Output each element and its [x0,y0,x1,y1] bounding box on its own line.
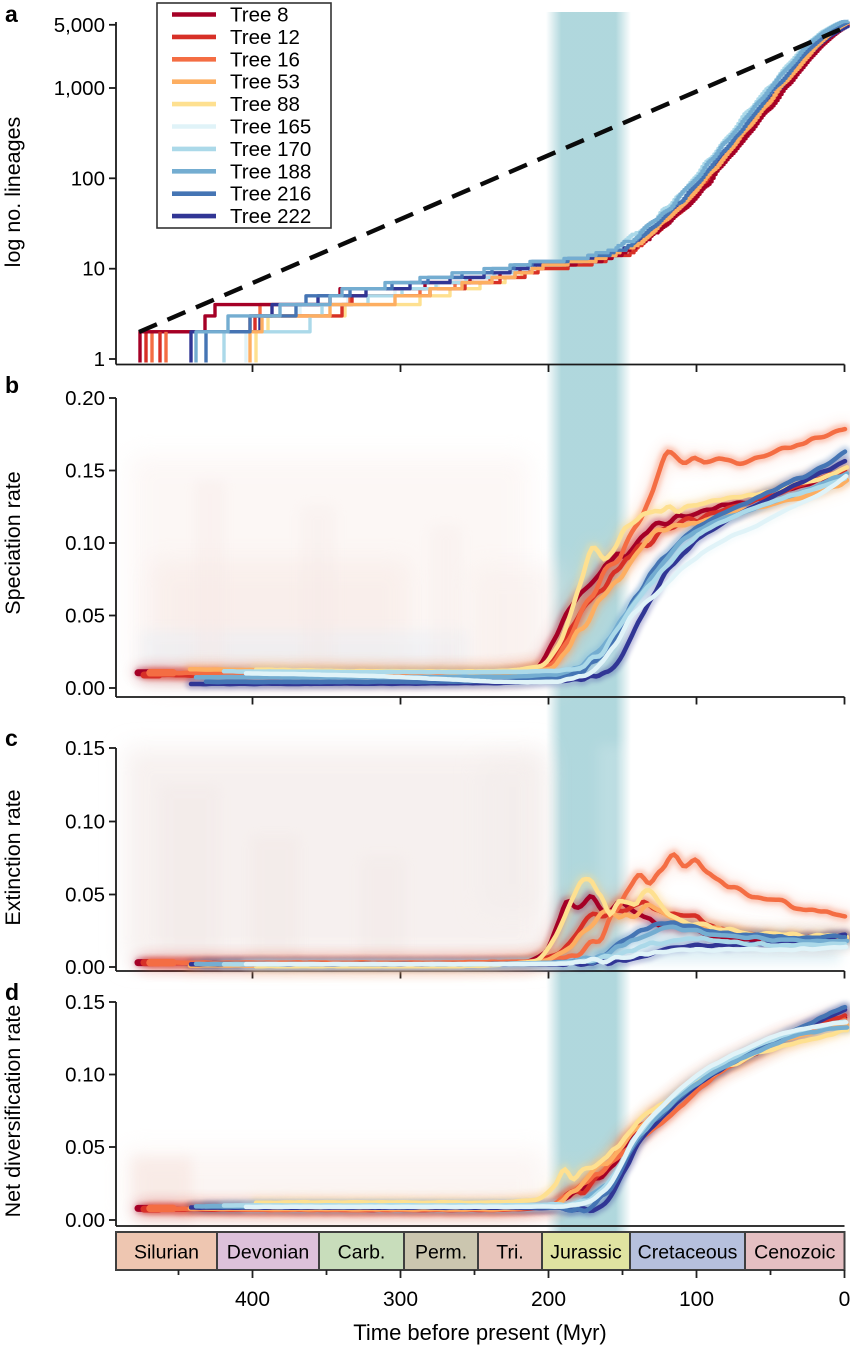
svg-text:b: b [5,372,19,398]
svg-text:0: 0 [839,1288,850,1311]
svg-text:300: 300 [383,1288,418,1311]
svg-text:Tree 8: Tree 8 [230,4,289,27]
svg-text:Time before present (Myr): Time before present (Myr) [353,1320,606,1345]
svg-text:Net diversification rate: Net diversification rate [1,1005,25,1218]
svg-text:Extinction rate: Extinction rate [1,789,25,925]
svg-text:0.15: 0.15 [65,991,105,1014]
svg-text:0.05: 0.05 [65,884,105,907]
svg-text:Tree 188: Tree 188 [230,160,311,183]
svg-text:Tree 222: Tree 222 [230,205,311,228]
svg-text:Devonian: Devonian [227,1242,309,1264]
svg-text:0.05: 0.05 [65,605,105,628]
svg-text:0.15: 0.15 [65,460,105,483]
svg-text:100: 100 [71,167,105,190]
svg-text:10: 10 [82,258,105,281]
svg-text:0.10: 0.10 [65,1064,105,1087]
svg-text:100: 100 [679,1288,714,1311]
svg-text:Speciation rate: Speciation rate [1,471,25,614]
svg-text:Tree 16: Tree 16 [230,48,300,71]
svg-text:0.05: 0.05 [65,1136,105,1159]
svg-text:Jurassic: Jurassic [550,1242,622,1264]
svg-text:0.20: 0.20 [65,387,105,410]
svg-text:5,000: 5,000 [54,14,105,37]
svg-text:1: 1 [94,348,105,371]
svg-text:d: d [5,979,19,1005]
svg-text:0.10: 0.10 [65,811,105,834]
svg-text:Tree 165: Tree 165 [230,116,311,139]
svg-text:200: 200 [531,1288,566,1311]
svg-text:Silurian: Silurian [134,1242,199,1264]
svg-text:c: c [5,725,18,751]
svg-text:Tree 53: Tree 53 [230,71,300,94]
svg-text:log no. lineages: log no. lineages [1,117,25,268]
svg-text:Cenozoic: Cenozoic [754,1242,836,1264]
svg-text:400: 400 [235,1288,270,1311]
svg-text:0.00: 0.00 [65,1209,105,1232]
svg-text:0.15: 0.15 [65,737,105,760]
svg-text:Cretaceous: Cretaceous [638,1242,738,1264]
svg-text:Tree 216: Tree 216 [230,183,311,206]
svg-text:Tri.: Tri. [496,1242,523,1264]
svg-text:Carb.: Carb. [338,1242,386,1264]
svg-text:0.00: 0.00 [65,677,105,700]
svg-text:Tree 170: Tree 170 [230,138,311,161]
svg-text:Tree 88: Tree 88 [230,93,300,116]
svg-text:Tree 12: Tree 12 [230,26,300,49]
svg-text:1,000: 1,000 [54,77,105,100]
svg-text:Perm.: Perm. [415,1242,467,1264]
svg-text:0.10: 0.10 [65,532,105,555]
svg-text:a: a [5,1,18,27]
svg-text:0.00: 0.00 [65,956,105,979]
